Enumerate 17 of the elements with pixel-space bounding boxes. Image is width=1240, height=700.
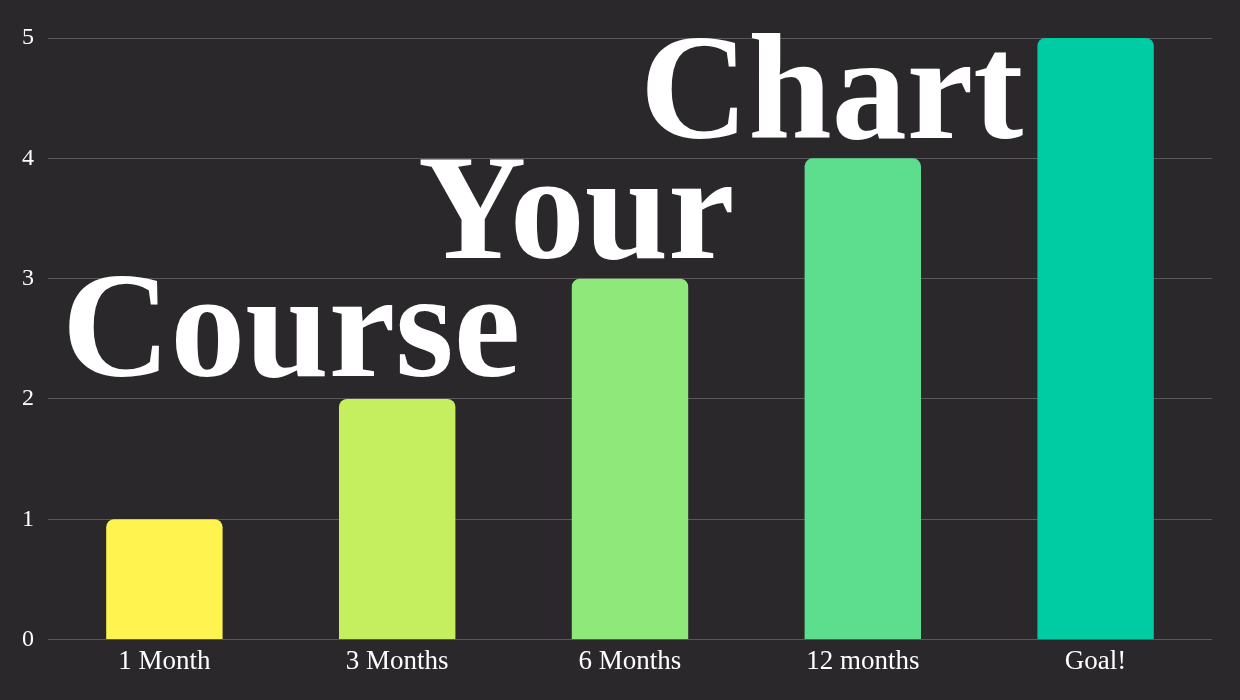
x-tick-label: Goal! bbox=[1064, 644, 1127, 675]
y-tick-label: 5 bbox=[22, 23, 34, 50]
x-tick-label: 6 Months bbox=[578, 644, 682, 675]
bar bbox=[571, 278, 689, 640]
x-tick-label: 12 months bbox=[806, 644, 920, 675]
x-tick-label: 3 Months bbox=[345, 644, 449, 675]
y-tick-label: 3 bbox=[22, 263, 34, 290]
bar bbox=[106, 519, 223, 640]
y-tick-label: 2 bbox=[22, 384, 34, 411]
y-tick-label: 4 bbox=[22, 143, 34, 170]
bar bbox=[804, 158, 921, 640]
text: Chart Your Course bbox=[62, 4, 1024, 408]
bar bbox=[1037, 38, 1154, 640]
x-tick-label: 1 Month bbox=[118, 644, 212, 675]
y-tick-label: 0 bbox=[22, 624, 34, 651]
bar bbox=[339, 398, 456, 640]
y-tick-label: 1 bbox=[22, 504, 34, 531]
